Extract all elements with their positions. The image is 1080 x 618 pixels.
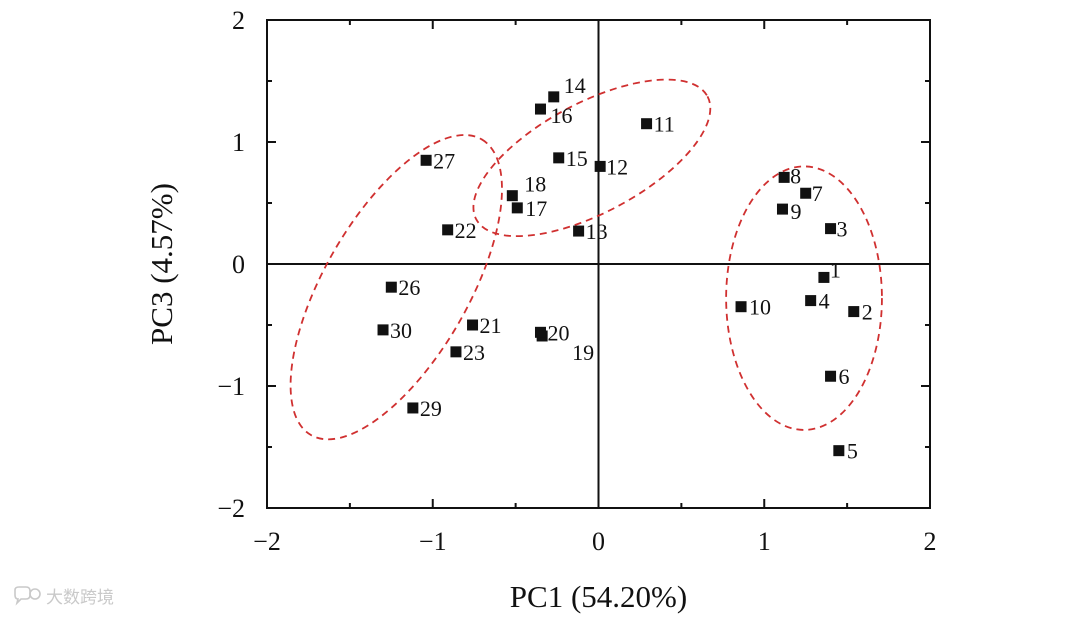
data-point-label-1: 1 — [830, 257, 841, 282]
x-axis-label: PC1 (54.20%) — [510, 579, 687, 614]
data-point-label-14: 14 — [564, 73, 586, 98]
data-point-17 — [511, 202, 523, 214]
data-point-label-9: 9 — [790, 199, 801, 224]
data-point-label-27: 27 — [433, 148, 455, 173]
x-tick-label: 0 — [592, 527, 605, 556]
x-tick-label: −2 — [253, 527, 281, 556]
x-tick-label: −1 — [419, 527, 447, 556]
data-point-5 — [833, 445, 845, 457]
data-point-15 — [553, 152, 565, 164]
y-tick-label: 1 — [232, 128, 245, 157]
data-point-2 — [848, 306, 860, 318]
data-point-30 — [377, 324, 389, 336]
data-point-label-15: 15 — [566, 146, 588, 171]
data-point-label-6: 6 — [839, 364, 850, 389]
y-axis-label: PC3 (4.57%) — [144, 183, 179, 345]
data-point-label-13: 13 — [586, 219, 608, 244]
data-point-11 — [641, 118, 653, 130]
data-point-7 — [800, 187, 812, 199]
data-point-label-7: 7 — [812, 181, 823, 206]
data-point-14 — [548, 91, 560, 103]
data-point-label-18: 18 — [524, 172, 546, 197]
data-point-23 — [450, 346, 462, 358]
x-tick-label: 2 — [924, 527, 937, 556]
data-point-label-4: 4 — [819, 289, 830, 314]
data-point-label-10: 10 — [749, 295, 771, 320]
data-point-12 — [594, 160, 606, 172]
y-tick-label: 0 — [232, 250, 245, 279]
data-point-label-16: 16 — [550, 103, 572, 128]
data-point-label-12: 12 — [606, 154, 628, 179]
data-point-4 — [805, 295, 817, 307]
y-tick-label: −2 — [217, 494, 245, 523]
data-point-label-26: 26 — [398, 275, 420, 300]
chat-bubble-icon — [14, 585, 41, 606]
y-tick-label: 2 — [232, 6, 245, 35]
x-tick-label: 1 — [758, 527, 771, 556]
data-point-label-17: 17 — [525, 196, 547, 221]
data-point-label-11: 11 — [654, 112, 675, 137]
data-point-label-22: 22 — [455, 218, 477, 243]
axis-ticks — [266, 19, 931, 509]
data-point-3 — [825, 223, 837, 235]
data-point-18 — [506, 190, 518, 202]
data-point-label-2: 2 — [862, 300, 873, 325]
y-tick-label: −1 — [217, 372, 245, 401]
data-point-27 — [420, 154, 432, 166]
data-point-8 — [778, 171, 790, 183]
data-point-label-30: 30 — [390, 318, 412, 343]
data-point-16 — [534, 103, 546, 115]
watermark-text: 大数跨境 — [46, 588, 114, 608]
data-point-label-5: 5 — [847, 439, 858, 464]
data-point-label-20: 20 — [547, 320, 569, 345]
data-points — [377, 91, 860, 457]
data-point-29 — [407, 402, 419, 414]
data-point-label-3: 3 — [837, 217, 848, 242]
data-point-9 — [776, 203, 788, 215]
data-point-22 — [442, 224, 454, 236]
data-point-labels: 1234567891011121314151617181920212223262… — [390, 73, 873, 464]
data-point-label-8: 8 — [790, 163, 801, 188]
data-point-20 — [534, 326, 546, 338]
data-point-26 — [385, 281, 397, 293]
data-point-13 — [573, 225, 585, 237]
data-point-21 — [467, 319, 479, 331]
data-point-label-29: 29 — [420, 396, 442, 421]
zero-lines — [267, 20, 930, 508]
cluster-ellipse-group-right — [725, 165, 883, 431]
data-point-label-23: 23 — [463, 340, 485, 365]
cluster-ellipse-group-left — [289, 134, 503, 441]
data-point-6 — [825, 370, 837, 382]
data-point-label-21: 21 — [480, 313, 502, 338]
data-point-10 — [735, 301, 747, 313]
data-point-1 — [818, 271, 830, 283]
data-point-label-19: 19 — [572, 340, 594, 365]
watermark: 大数跨境 — [12, 583, 114, 608]
